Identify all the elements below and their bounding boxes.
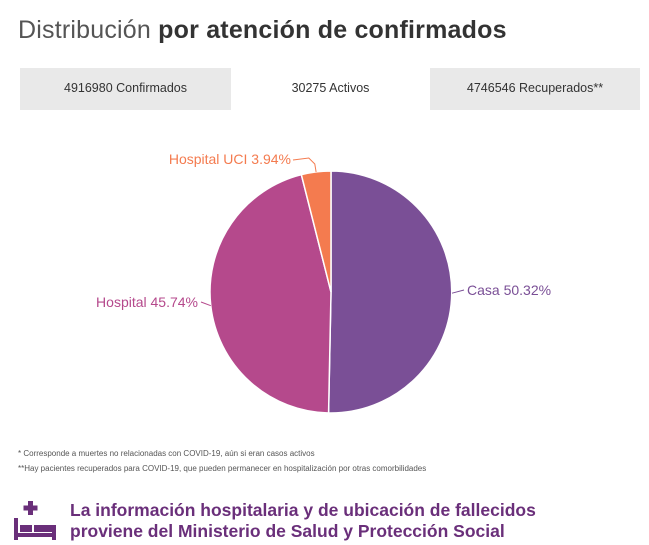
page-title: Distribución por atención de confirmados <box>18 16 507 45</box>
tab-bar: 4916980 Confirmados 30275 Activos 474654… <box>20 68 640 112</box>
tab-recuperados[interactable]: 4746546 Recuperados** <box>466 81 604 95</box>
title-light: Distribución <box>18 16 152 44</box>
title-bold: por atención de confirmados <box>158 16 507 44</box>
leader-line-1 <box>451 289 465 294</box>
label-hospital: Hospital 45.74% <box>96 294 198 310</box>
info-line-2: proviene del Ministerio de Salud y Prote… <box>70 521 505 541</box>
footnote-1: * Corresponde a muertes no relacionadas … <box>18 449 315 458</box>
label-hospital-uci: Hospital UCI 3.94% <box>169 151 291 167</box>
slice-hospital-uci[interactable] <box>300 170 332 293</box>
leader-line-2 <box>200 301 211 307</box>
footnote-2: **Hay pacientes recuperados para COVID-1… <box>18 464 427 473</box>
info-text: La información hospitalaria y de ubicaci… <box>70 500 536 542</box>
pie-chart: Casa 50.32% Hospital 45.74% Hospital UCI 3… <box>96 151 551 414</box>
slice-casa[interactable] <box>327 170 453 414</box>
tab-confirmados[interactable]: 4916980 Confirmados <box>64 81 187 95</box>
info-banner: La información hospitalaria y de ubicaci… <box>12 500 642 544</box>
label-casa: Casa 50.32% <box>467 282 551 298</box>
hospital-bed-icon <box>14 501 56 540</box>
leader-line-3 <box>292 157 317 172</box>
tab-activos[interactable]: 30275 Activos <box>231 68 430 112</box>
info-line-1: La información hospitalaria y de ubicaci… <box>70 500 536 520</box>
